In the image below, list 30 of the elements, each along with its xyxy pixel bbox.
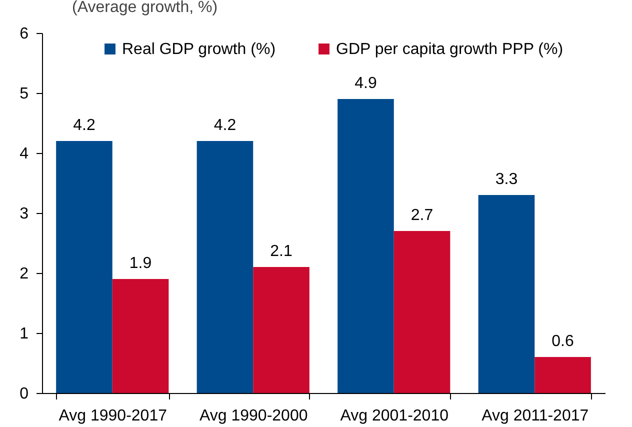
data-label: 4.2 bbox=[73, 117, 96, 134]
bar bbox=[534, 357, 591, 393]
data-label: 4.9 bbox=[354, 75, 377, 92]
y-tick-label: 2 bbox=[20, 266, 29, 282]
legend-label: Real GDP growth (%) bbox=[122, 41, 276, 58]
y-tick-label: 0 bbox=[20, 386, 29, 402]
y-tick-label: 5 bbox=[20, 86, 29, 102]
data-label: 3.3 bbox=[495, 171, 518, 188]
bar bbox=[478, 195, 535, 393]
bar bbox=[394, 231, 450, 393]
data-label: 4.2 bbox=[214, 117, 236, 134]
y-tick-label: 6 bbox=[20, 26, 29, 42]
x-tick-label: Avg 2001-2010 bbox=[340, 408, 449, 424]
bar bbox=[253, 267, 310, 393]
bar bbox=[112, 279, 169, 393]
data-label: 0.6 bbox=[552, 333, 574, 350]
legend-label: GDP per capita growth PPP (%) bbox=[336, 41, 564, 58]
y-tick-label: 1 bbox=[20, 326, 29, 342]
x-tick-label: Avg 2011-2017 bbox=[482, 408, 589, 424]
data-label: 1.9 bbox=[129, 255, 152, 272]
bar bbox=[196, 141, 254, 393]
y-tick-label: 4 bbox=[20, 146, 29, 162]
chart-subtitle: (Average growth, %) bbox=[72, 0, 218, 16]
bar bbox=[338, 99, 394, 393]
x-tick-label: Avg 1990-2017 bbox=[58, 408, 168, 424]
x-tick-label: Avg 1990-2000 bbox=[200, 408, 308, 424]
data-label: 2.1 bbox=[270, 243, 292, 260]
y-tick-label: 3 bbox=[20, 206, 29, 222]
bar bbox=[56, 141, 112, 393]
data-label: 2.7 bbox=[410, 207, 434, 224]
